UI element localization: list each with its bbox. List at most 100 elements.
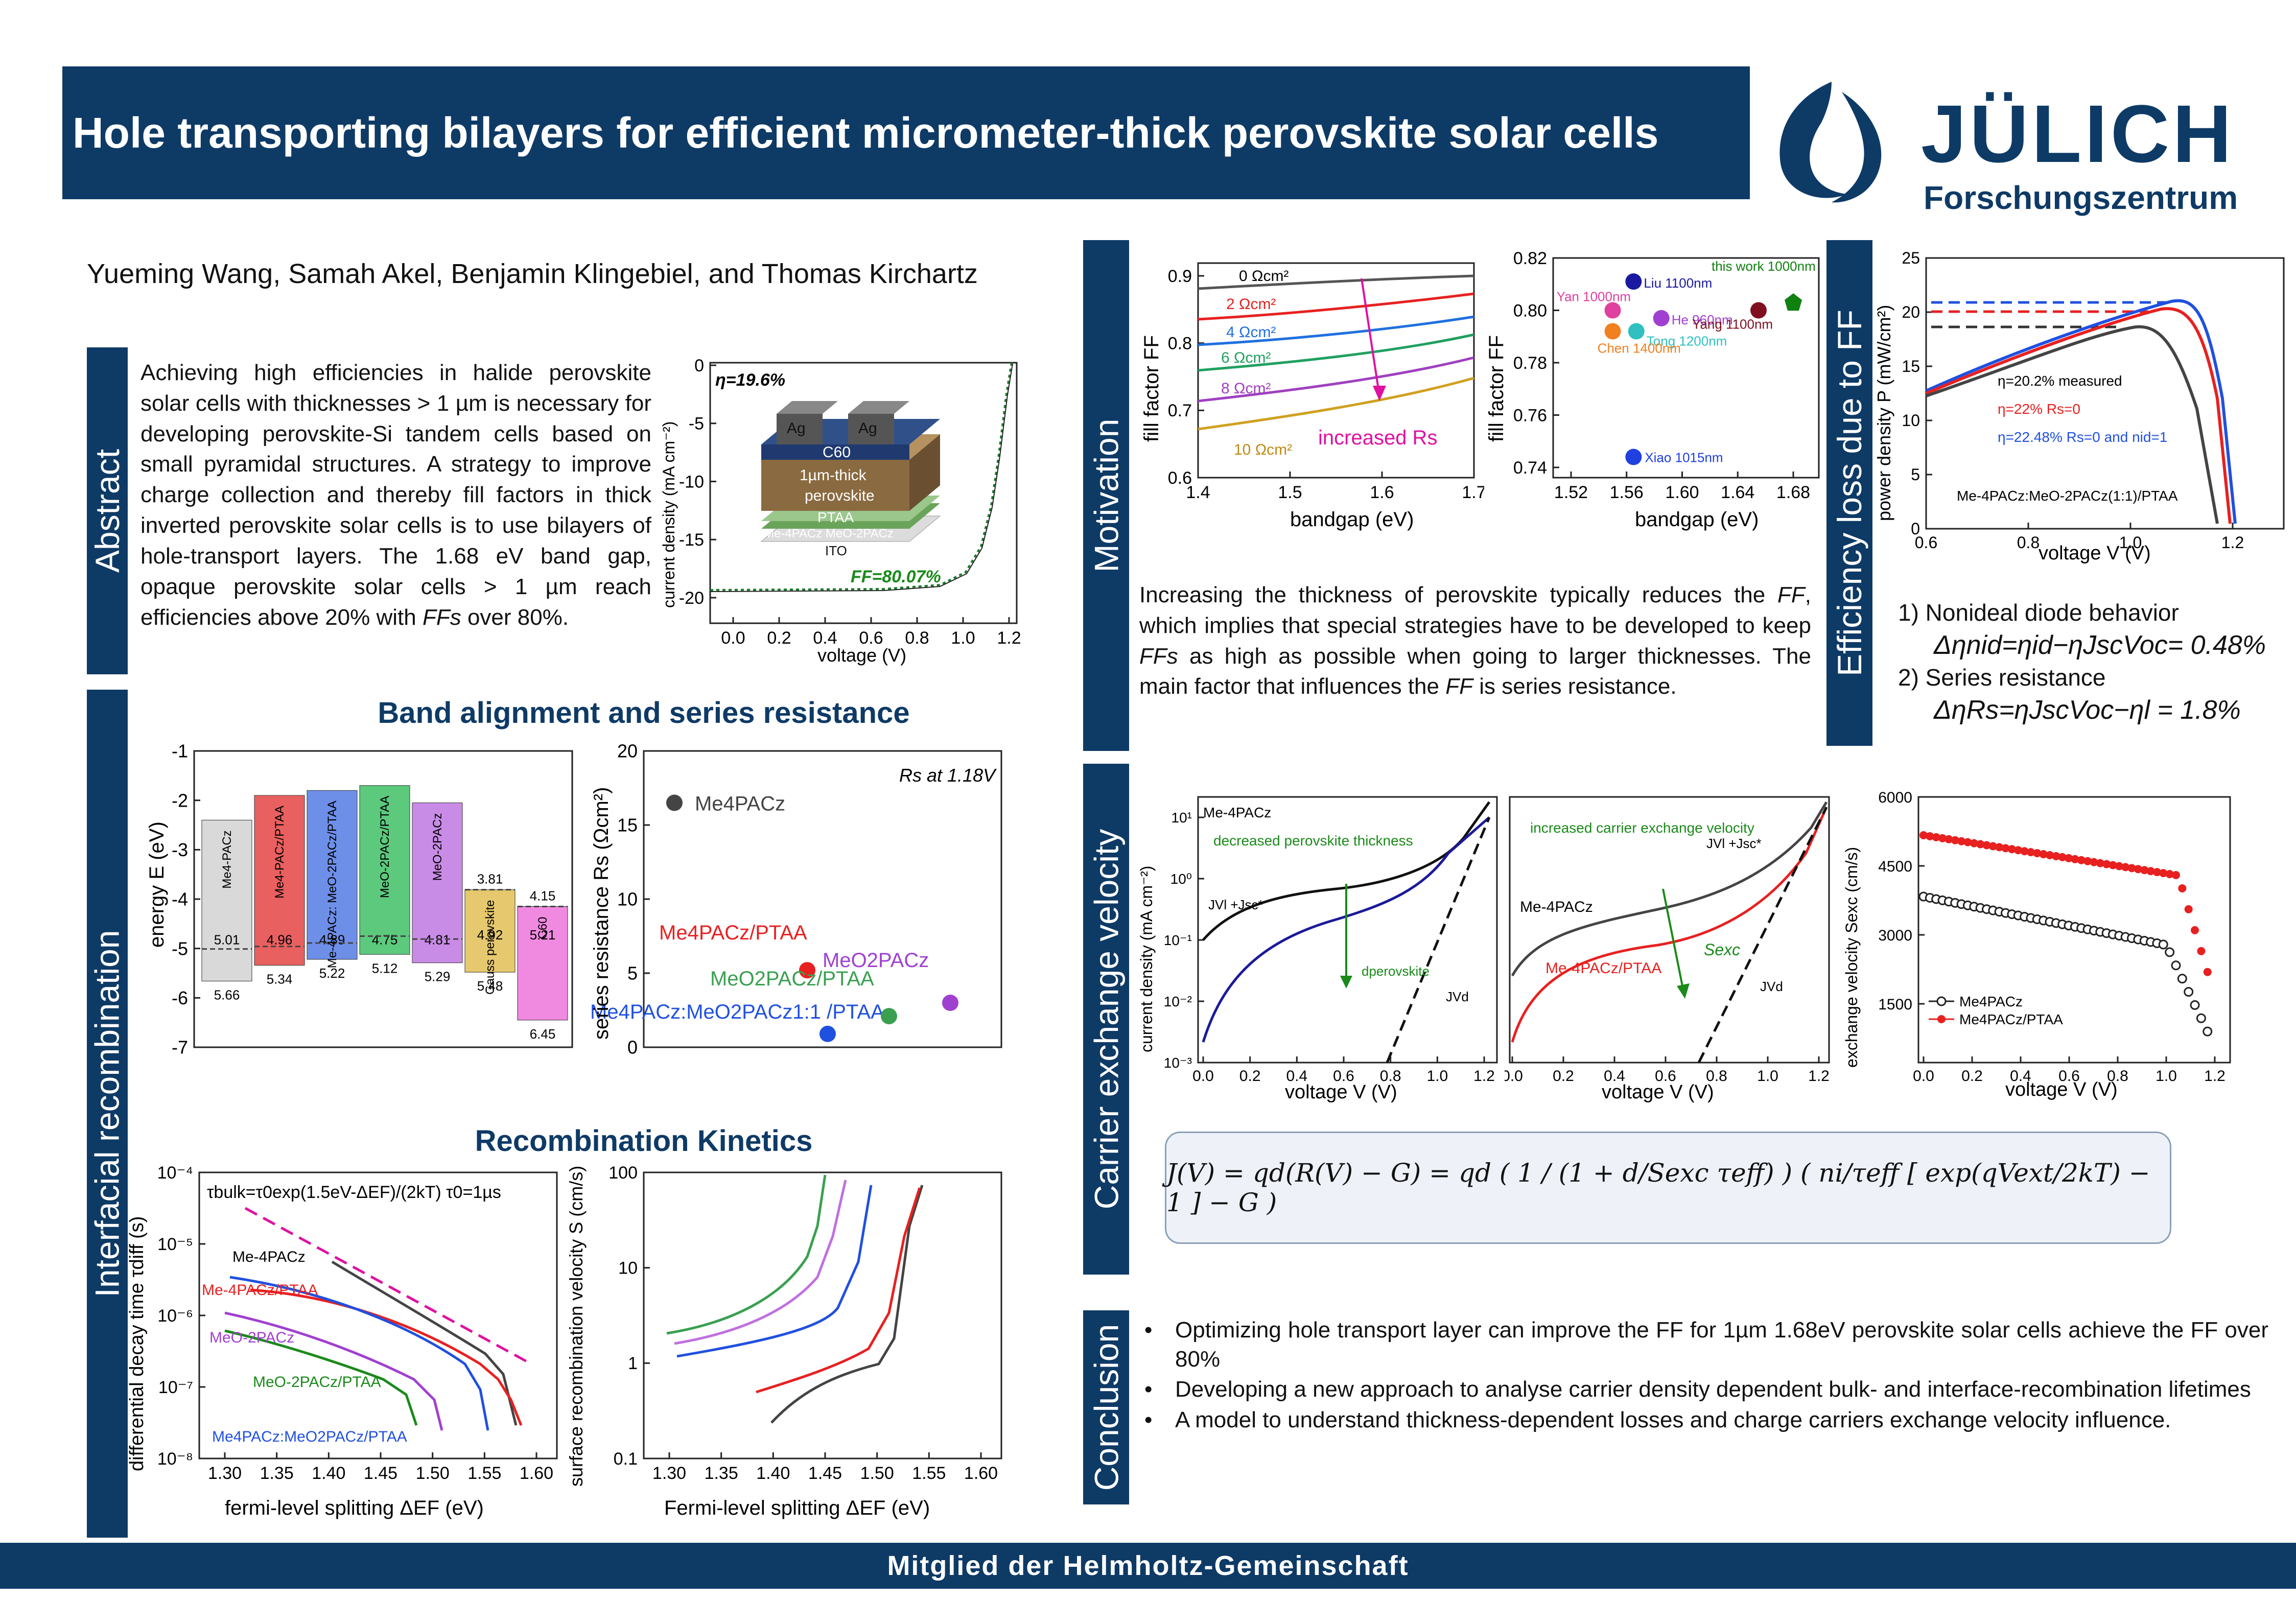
pd-xtick: 0.8: [2017, 533, 2040, 552]
cl-ytick: 10⁻²: [1164, 994, 1192, 1009]
layer-c60: C60: [823, 444, 851, 461]
cl-ytick: 10⁻¹: [1164, 932, 1192, 948]
kinetics-left-ytick: 10⁻⁶: [157, 1306, 193, 1326]
lit-ylabel: fill factor FF: [1485, 335, 1508, 442]
kinetics-right-xtick: 1.45: [808, 1464, 842, 1483]
kinetics-left-ytick: 10⁻⁵: [157, 1235, 193, 1254]
lit-xtick: 1.60: [1665, 483, 1699, 502]
cr-point-red: [1944, 835, 1953, 843]
rs-point-label: Me4PACz: [695, 793, 785, 815]
cm-black-label: Me-4PACz: [1520, 899, 1593, 915]
lit-ytick: 0.78: [1513, 354, 1547, 373]
cm-black: [1511, 801, 1828, 977]
layer-ag-1: Ag: [787, 420, 806, 437]
conclusion-sidebar: Conclusion: [1083, 1310, 1129, 1504]
band-ytick: -3: [172, 839, 188, 860]
lit-point: [1750, 302, 1767, 319]
rs-ytick: 20: [617, 743, 638, 762]
item-rs: 2) Series resistance: [1898, 664, 2106, 691]
cr-point-red: [2203, 968, 2212, 976]
cr-point-red: [1988, 842, 1997, 851]
band-bottom-label: 5.48: [477, 978, 503, 994]
cm-xtick: 0.8: [1706, 1068, 1727, 1085]
rs-point-label: MeO2PACz/PTAA: [710, 968, 874, 990]
item-nonideal: 1) Nonideal diode behavior: [1898, 599, 2179, 626]
ff-8-ohm: [1198, 356, 1474, 403]
conclusion-item-1-text: Optimizing hole transport layer can impr…: [1175, 1317, 2268, 1372]
kinetics-left-xlabel: fermi-level splitting ΔEF (eV): [225, 1497, 484, 1519]
ff-4-ohm: [1198, 315, 1474, 346]
lit-point-label: this work 1000nm: [1712, 258, 1816, 274]
ff-ylabel: fill factor FF: [1140, 335, 1163, 442]
ff-series-2: 4 Ωcm²: [1226, 324, 1276, 341]
footer-text: Mitglied der Helmholtz-Gemeinschaft: [887, 1550, 1409, 1581]
lit-point-label: Yang 1100nm: [1692, 317, 1773, 332]
ff-10-ohm: [1198, 376, 1474, 431]
pd-legend-3: η=22.48% Rs=0 and nid=1: [1998, 429, 2167, 445]
kinetics-left-ytick: 10⁻⁷: [158, 1378, 193, 1397]
motivation-label: Motivation: [1087, 418, 1125, 573]
cl-xtick: 0.6: [1333, 1068, 1354, 1085]
cr-point-red: [2071, 855, 2079, 863]
band-column: [464, 889, 516, 973]
pd-legend-1: η=20.2% measured: [1998, 373, 2122, 389]
pd-ytick: 5: [1911, 465, 1920, 484]
cr-point-red: [1995, 843, 2004, 852]
abstract-jv-chart: 0 -5 -10 -15 -20 0.0 0.2 0.4 0.6 0.8 1.0 1.2 Ag Ag …: [654, 352, 1032, 669]
pd-xtick: 0.6: [1915, 533, 1937, 552]
band-top-label: 5.01: [214, 932, 240, 948]
kinetics-right-xtick: 1.40: [756, 1464, 790, 1483]
cr-point-red: [2020, 847, 2029, 856]
curve-meo2pacz-ptaa: [224, 1329, 418, 1426]
band-mid-label: 5.21: [530, 927, 556, 943]
pd-ytick: 15: [1902, 357, 1920, 375]
cl-jv-label: JVl +Jsc*: [1208, 897, 1263, 912]
ff-series-4: 8 Ωcm²: [1221, 380, 1271, 397]
cr-point-red: [1982, 841, 1991, 850]
cr-xtick: 0.8: [2107, 1068, 2128, 1085]
ff-series-0: 0 Ωcm²: [1239, 268, 1288, 285]
cl-xtick: 0.4: [1286, 1068, 1307, 1085]
band-chart: -1 -2 -3 -4 -5 -6 -7 5.66 5.01 Me4-PACz 5.34 4.96 Me…: [143, 741, 582, 1060]
kinetics-left-xtick: 1.50: [416, 1464, 450, 1483]
efficiency-sidebar: Efficiency loss due to FF: [1826, 240, 1872, 746]
kinetics-right-ytick: 1: [628, 1354, 638, 1373]
cr-point-black: [2171, 960, 2181, 971]
label-mixed-ptaa: Me4PACz:MeO2PACz/PTAA: [212, 1428, 407, 1445]
cm-xtick: 0.2: [1553, 1068, 1574, 1085]
conclusion-item-3-text: A model to understand thickness-dependen…: [1175, 1407, 2171, 1432]
cm-s-label: Sexc: [1704, 940, 1740, 959]
logo-sub: Forschungszentrum: [1924, 179, 2238, 216]
cr-point-black: [2158, 939, 2168, 950]
band-ylabel: energy E (eV): [146, 821, 168, 948]
band-top-label: 4.75: [372, 932, 398, 948]
band-ytick: -4: [172, 889, 188, 910]
kinetics-right-xlabel: Fermi-level splitting ΔEF (eV): [664, 1497, 930, 1519]
eq-rs: ΔηRs=ηJscVoc−ηl = 1.8%: [1934, 695, 2241, 725]
band-column-name: MeO-2PACz/PTAA: [378, 796, 392, 898]
cr-point-red: [2083, 857, 2092, 865]
cr-legend: Me4PACz Me4PACz/PTAA: [1929, 994, 2063, 1027]
cr-point-red: [2033, 849, 2042, 858]
band-column: [254, 795, 305, 966]
abstract-xtick: 0.8: [905, 628, 929, 648]
cl-black: [1202, 801, 1491, 941]
band-ytick: -1: [172, 743, 188, 762]
cr-ytick: 1500: [1878, 996, 1912, 1013]
carrier-left-chart: 10¹ 10⁰ 10⁻¹ 10⁻² 10⁻³ 0.0 0.2 0.4 0.6 0.8 1.0 1.2 …: [1132, 787, 1505, 1109]
lit-ytick: 0.80: [1513, 301, 1547, 320]
rs-point-label: MeO2PACz: [823, 949, 929, 972]
abstract-xtick: 0.0: [721, 628, 745, 648]
poster-title: Hole transporting bilayers for efficient…: [73, 108, 1659, 157]
lit-xtick: 1.68: [1776, 483, 1810, 502]
ff-xtick: 1.5: [1278, 483, 1302, 502]
lit-xtick: 1.64: [1721, 483, 1754, 502]
conclusion-item-2-text: Developing a new approach to analyse car…: [1175, 1377, 2251, 1402]
kinetics-right-chart: 100 10 1 0.1 1.30 1.35 1.40 1.45 1.50 1.55 1.60 Fe…: [562, 1160, 1012, 1527]
cr-xtick: 0.4: [2010, 1068, 2031, 1085]
cr-point-red: [2134, 865, 2142, 874]
label-meo-2pacz: MeO-2PACz: [209, 1329, 294, 1346]
ff-series-5: 10 Ωcm²: [1234, 441, 1292, 458]
label-meo2pacz-ptaa: MeO-2PACz/PTAA: [253, 1374, 381, 1391]
abstract-sidebar: Abstract: [87, 347, 128, 674]
